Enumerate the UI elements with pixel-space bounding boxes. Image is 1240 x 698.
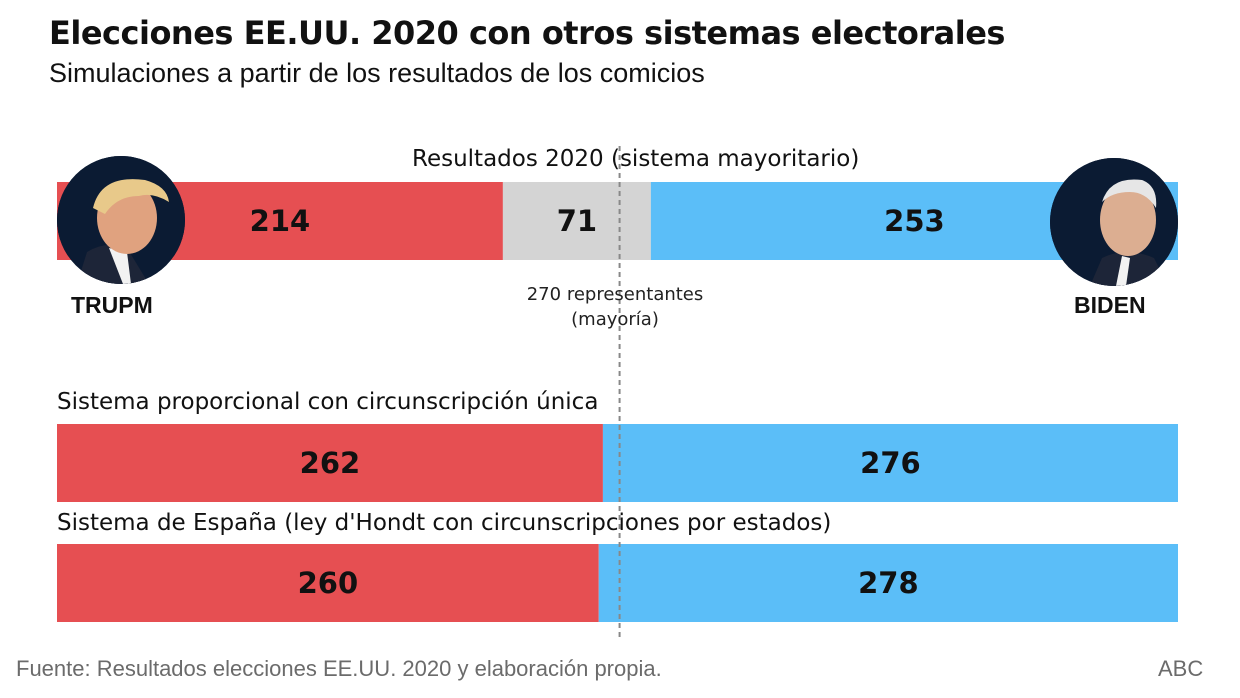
majority-annotation: 270 representantes (mayoría) xyxy=(490,282,740,332)
biden-name-label: BIDEN xyxy=(1074,292,1146,318)
bar-segment-row2-1 xyxy=(598,544,1178,622)
brand-logo-text: ABC xyxy=(1158,656,1204,681)
chart-title: Elecciones EE.UU. 2020 con otros sistema… xyxy=(49,14,1005,52)
bar-value-row1-1: 276 xyxy=(860,446,921,480)
bar-value-row0-2: 253 xyxy=(884,204,945,238)
bar-segment-row1-1 xyxy=(602,424,1178,502)
row-label-espana: Sistema de España (ley d'Hondt con circu… xyxy=(57,510,832,536)
bar-value-row2-0: 260 xyxy=(298,566,359,600)
bar-value-row1-0: 262 xyxy=(300,446,361,480)
chart-subtitle: Simulaciones a partir de los resultados … xyxy=(49,58,705,88)
bar-segment-row1-0 xyxy=(57,424,603,502)
biden-portrait-icon xyxy=(1050,158,1178,286)
source-note: Fuente: Resultados elecciones EE.UU. 202… xyxy=(16,656,662,681)
trump-name-label: TRUPM xyxy=(71,292,153,318)
bar-value-row0-0: 214 xyxy=(250,204,311,238)
bar-value-row0-1: 71 xyxy=(557,204,597,238)
bar-value-row2-1: 278 xyxy=(858,566,919,600)
row-label-mayoritario: Resultados 2020 (sistema mayoritario) xyxy=(412,146,860,172)
bar-segment-row2-0 xyxy=(57,544,599,622)
majority-annotation-line1: 270 representantes xyxy=(526,284,704,305)
trump-portrait-icon xyxy=(57,156,185,284)
row-label-proporcional: Sistema proporcional con circunscripción… xyxy=(57,389,599,415)
majority-annotation-line2: (mayoría) xyxy=(571,309,659,330)
bar-segment-row0-1 xyxy=(502,182,651,260)
